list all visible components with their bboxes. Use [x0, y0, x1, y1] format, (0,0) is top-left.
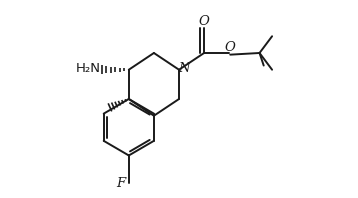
Text: N: N	[178, 62, 189, 75]
Text: O: O	[198, 15, 209, 28]
Text: H₂N: H₂N	[76, 62, 101, 75]
Text: F: F	[116, 177, 125, 190]
Text: O: O	[224, 41, 235, 54]
